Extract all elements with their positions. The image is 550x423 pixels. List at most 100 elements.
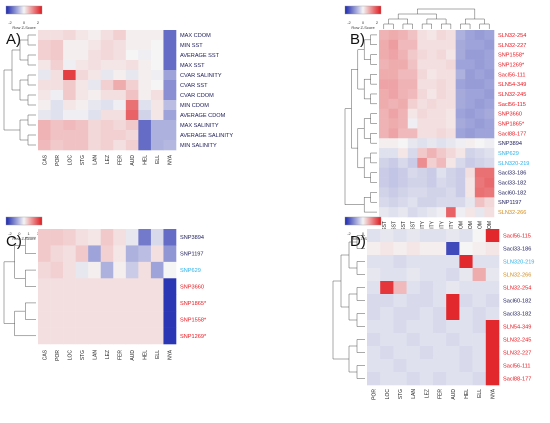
heatmap-cell — [465, 69, 476, 80]
heatmap-cell — [417, 39, 428, 50]
dendrogram-branch — [27, 134, 36, 146]
heatmap-cell — [426, 148, 437, 159]
dendrogram-branch — [27, 54, 36, 66]
row-label: SNP1197 — [180, 252, 204, 258]
heatmap-cell — [446, 294, 460, 308]
heatmap-cell — [125, 70, 139, 81]
heatmap-cell — [379, 128, 389, 139]
dendrogram-branch — [370, 113, 377, 124]
heatmap-cell — [38, 30, 51, 41]
heatmap-cell — [63, 30, 76, 41]
heatmap-cell — [100, 229, 114, 246]
dendrogram-branch — [356, 287, 365, 301]
row-label: CVAR SALINITY — [180, 73, 222, 79]
heatmap-cell — [100, 80, 114, 91]
heatmap-cell — [125, 80, 139, 91]
heatmap-cell — [446, 320, 460, 334]
heatmap-cell — [75, 80, 89, 91]
heatmap-cell — [398, 30, 409, 41]
column-label: AUD — [130, 155, 136, 166]
column-label: LEZ — [424, 389, 430, 398]
heatmap-cell — [63, 140, 76, 151]
column-label: AUD — [451, 389, 457, 400]
heatmap-cell — [455, 49, 466, 60]
heatmap-cell — [484, 59, 495, 70]
heatmap-cell — [433, 307, 447, 321]
heatmap-cell — [380, 346, 394, 360]
heatmap-cell — [150, 130, 164, 141]
column-label: POR — [55, 155, 61, 166]
column-label: LOC — [67, 155, 73, 166]
heatmap-cell — [446, 167, 456, 178]
heatmap-cell — [459, 372, 473, 386]
row-label: Sacl33-182 — [503, 312, 531, 318]
color-key-tick: 0 — [362, 20, 365, 25]
heatmap-cell — [63, 278, 76, 296]
heatmap-cell — [465, 59, 476, 70]
heatmap-cell — [406, 333, 421, 347]
heatmap-cell — [465, 49, 476, 60]
heatmap-cell — [125, 60, 139, 71]
heatmap-cell — [436, 197, 447, 208]
heatmap-cell — [474, 138, 485, 149]
heatmap-cell — [88, 40, 102, 51]
heatmap-cell — [436, 108, 447, 119]
heatmap-cell — [163, 120, 177, 131]
dendrogram-branch — [397, 13, 437, 19]
heatmap-cell — [388, 98, 399, 110]
heatmap-cell — [138, 245, 152, 263]
heatmap-cell — [407, 30, 418, 41]
heatmap-cell — [393, 294, 407, 308]
dendrogram-branch — [370, 172, 377, 183]
column-label: STG — [80, 155, 86, 165]
heatmap-cell — [459, 320, 473, 334]
heatmap-cell — [88, 245, 102, 263]
column-label: CAS — [42, 349, 48, 360]
heatmap-cell — [459, 359, 473, 373]
dendrogram-branch — [417, 8, 476, 19]
heatmap-cell — [125, 327, 139, 345]
heatmap-cell — [150, 140, 164, 151]
heatmap-cell — [63, 229, 76, 246]
heatmap-cell — [426, 89, 437, 100]
heatmap-cell — [380, 307, 394, 321]
heatmap-cell — [38, 100, 51, 111]
heatmap-cell — [88, 60, 102, 71]
heatmap-cell — [113, 294, 127, 312]
heatmap-cell — [88, 261, 102, 279]
heatmap-cell — [407, 167, 418, 178]
heatmap-cell — [388, 157, 399, 169]
dendrogram-branch — [383, 23, 394, 29]
heatmap-cell — [474, 39, 485, 50]
dendrogram-branch — [27, 74, 36, 86]
row-label: SNP629 — [498, 151, 519, 157]
heatmap-cell — [455, 89, 466, 100]
heatmap-cell — [426, 118, 437, 129]
heatmap-cell — [50, 110, 64, 121]
heatmap-cell — [465, 187, 476, 198]
heatmap-cell — [125, 130, 139, 141]
heatmap-cell — [485, 268, 500, 282]
heatmap-cell — [485, 320, 500, 334]
dendrogram-branch — [351, 69, 358, 149]
color-key-label: Row Z-Score — [351, 25, 375, 30]
heatmap-cell — [150, 40, 164, 51]
color-key-tick: 0 — [18, 231, 21, 236]
heatmap-cell — [38, 261, 51, 279]
heatmap-cell — [446, 148, 456, 159]
heatmap-cell — [485, 346, 500, 360]
heatmap-cell — [426, 157, 437, 169]
heatmap-cell — [50, 60, 64, 71]
heatmap-cell — [100, 278, 114, 296]
heatmap-cell — [417, 148, 428, 159]
heatmap-cell — [75, 130, 89, 141]
color-key-bar — [344, 5, 382, 15]
row-label: SLN32-245 — [498, 92, 526, 98]
row-label: SNP1269* — [180, 334, 207, 340]
heatmap-cell — [138, 90, 152, 101]
heatmap-cell — [419, 255, 434, 269]
heatmap-cell — [113, 327, 127, 345]
dendrogram-branch — [11, 49, 20, 91]
